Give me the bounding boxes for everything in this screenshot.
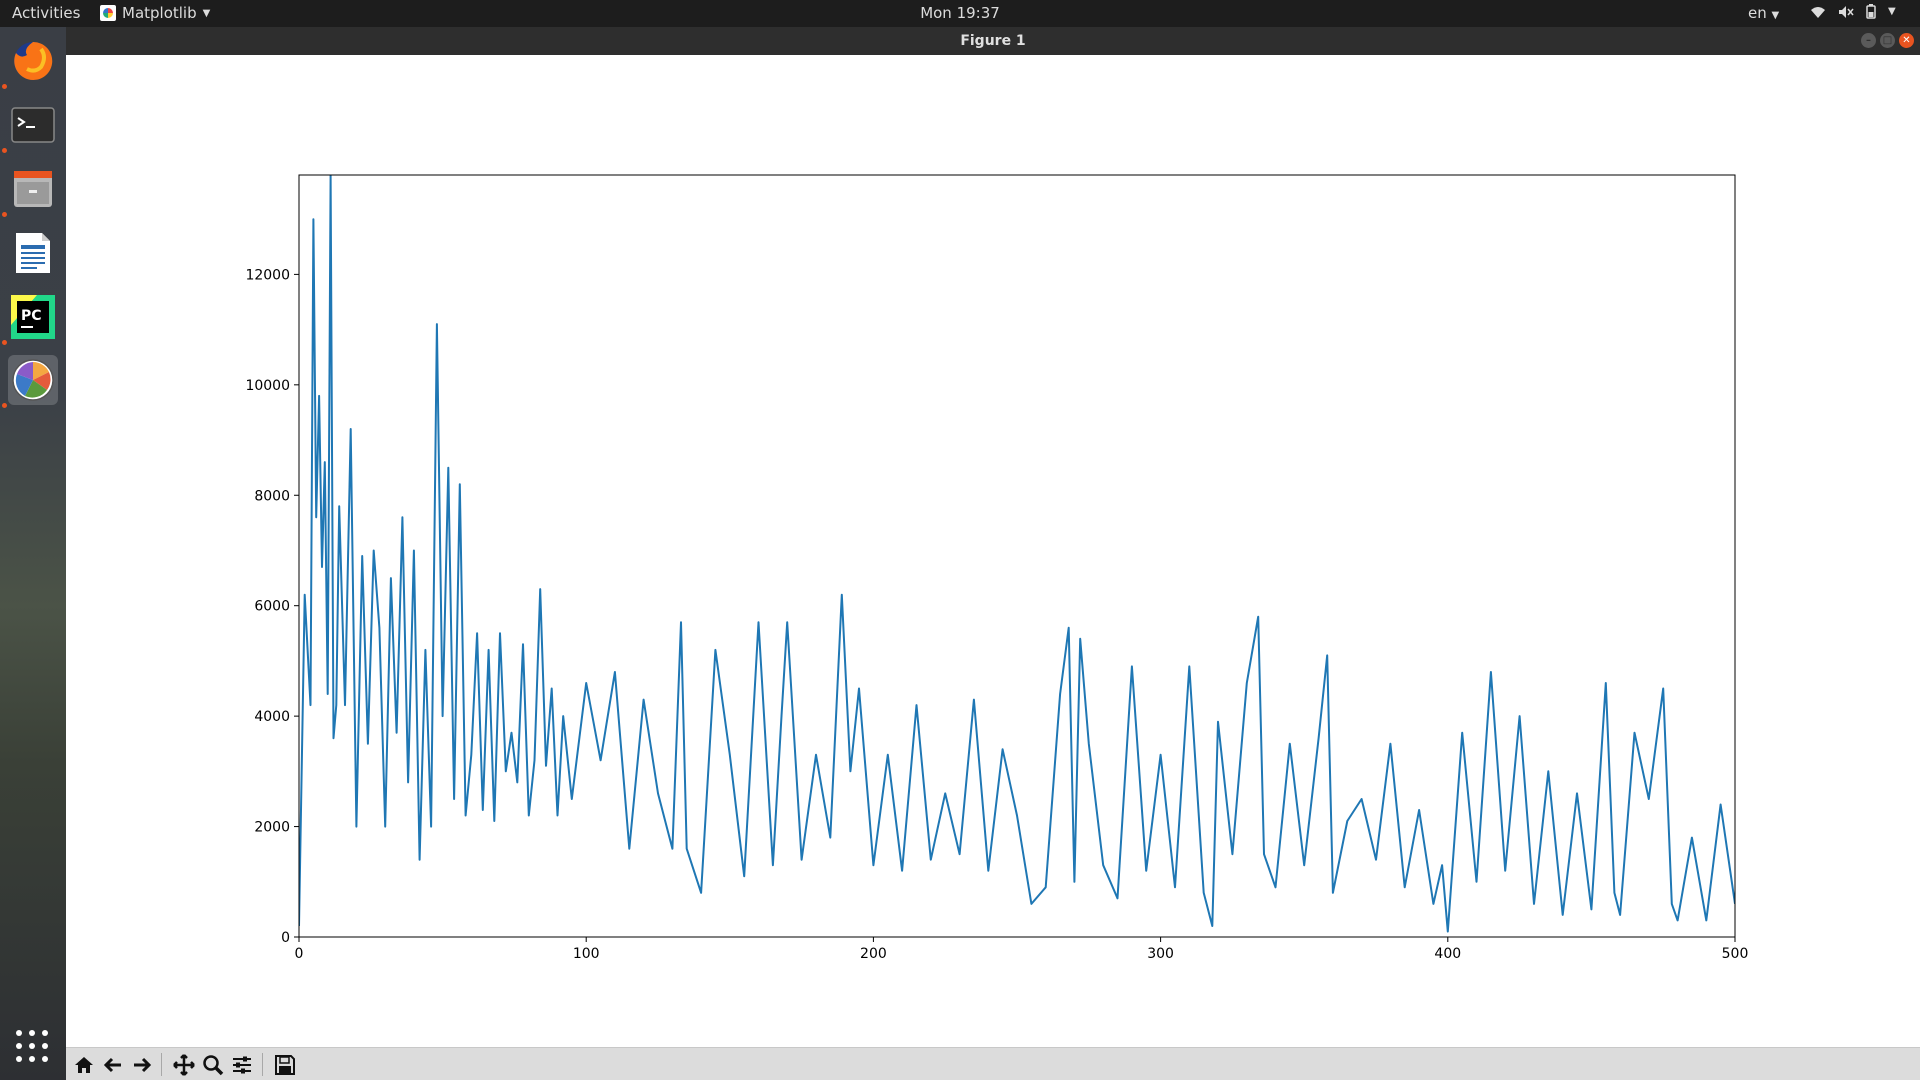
y-tick-label: 10000: [245, 378, 290, 394]
running-indicator: [2, 148, 7, 153]
running-indicator: [2, 84, 7, 89]
x-tick-label: 0: [295, 946, 304, 962]
close-icon[interactable]: ✕: [1899, 33, 1914, 48]
line-chart[interactable]: 0 100 200 300 400 500 0 2000 4000 6000 8000 10000 12…: [66, 55, 1920, 1047]
language-selector[interactable]: en ▼: [1748, 4, 1779, 22]
home-icon: [74, 1056, 93, 1073]
language-label: en: [1748, 4, 1767, 22]
x-tick-label: 400: [1434, 946, 1461, 962]
zoom-icon: [202, 1054, 223, 1075]
forward-icon: [133, 1057, 151, 1072]
pan-button[interactable]: [170, 1051, 197, 1078]
x-tick-label: 300: [1147, 946, 1174, 962]
axes-frame: [298, 174, 1736, 938]
dock-item-matplotlib[interactable]: [8, 355, 58, 405]
app-menu-label: Matplotlib: [122, 4, 197, 22]
clock[interactable]: Mon 19:37: [920, 4, 1000, 22]
y-tick-label: 0: [281, 930, 290, 946]
top-bar: Activities Matplotlib ▼ Mon 19:37 en ▼ ▼: [0, 0, 1920, 27]
home-button[interactable]: [70, 1051, 97, 1078]
x-tick-label: 100: [573, 946, 600, 962]
activities-button[interactable]: Activities: [12, 4, 81, 22]
running-indicator: [2, 340, 7, 345]
pan-icon: [172, 1053, 195, 1076]
running-indicator: [2, 212, 7, 217]
svg-text:PC: PC: [21, 308, 42, 324]
terminal-icon: [11, 107, 55, 143]
dock-item-firefox[interactable]: [8, 36, 58, 86]
save-icon: [274, 1054, 295, 1075]
battery-icon: [1866, 4, 1876, 19]
dock-item-files[interactable]: [8, 164, 58, 214]
dock: PC: [0, 27, 66, 1080]
show-applications-icon[interactable]: [16, 1030, 50, 1064]
system-tray[interactable]: ▼: [1810, 4, 1896, 19]
matplotlib-icon: [12, 359, 54, 401]
window-titlebar[interactable]: Figure 1 – □ ✕: [66, 27, 1920, 55]
y-tick-label: 2000: [254, 820, 290, 836]
y-tick-label: 12000: [245, 267, 290, 283]
running-indicator: [2, 403, 7, 408]
zoom-button[interactable]: [199, 1051, 226, 1078]
chevron-down-icon: ▼: [202, 7, 211, 19]
configure-subplots-icon: [232, 1056, 251, 1073]
app-menu[interactable]: Matplotlib ▼: [100, 4, 210, 22]
dock-item-terminal[interactable]: [8, 100, 58, 150]
x-tick-label: 200: [860, 946, 887, 962]
dock-item-pycharm[interactable]: PC: [8, 292, 58, 342]
chevron-down-icon: ▼: [1888, 6, 1896, 17]
window-title: Figure 1: [960, 33, 1026, 49]
back-icon: [103, 1057, 121, 1072]
chevron-down-icon: ▼: [1771, 10, 1780, 21]
firefox-icon: [14, 41, 53, 80]
maximize-icon[interactable]: □: [1880, 33, 1895, 48]
matplotlib-icon: [100, 5, 116, 21]
toolbar-separator: [161, 1053, 162, 1076]
toolbar-separator: [262, 1053, 263, 1076]
figure-canvas[interactable]: 0 100 200 300 400 500 0 2000 4000 6000 8000 10000 12…: [66, 55, 1920, 1047]
series-line: [299, 175, 1735, 933]
files-icon: [14, 171, 52, 207]
x-tick-label: 500: [1722, 946, 1749, 962]
save-button[interactable]: [271, 1051, 298, 1078]
y-tick-label: 6000: [254, 599, 290, 615]
navigation-toolbar: [66, 1047, 1920, 1080]
wifi-icon: [1811, 6, 1825, 18]
volume-muted-icon: [1839, 5, 1854, 18]
writer-icon: [16, 233, 50, 273]
y-tick-label: 4000: [254, 709, 290, 725]
y-tick-label: 8000: [254, 488, 290, 504]
back-button[interactable]: [99, 1051, 126, 1078]
configure-subplots-button[interactable]: [228, 1051, 255, 1078]
pycharm-icon: PC: [11, 295, 55, 339]
dock-item-writer[interactable]: [8, 228, 58, 278]
minimize-icon[interactable]: –: [1861, 33, 1876, 48]
forward-button[interactable]: [128, 1051, 155, 1078]
